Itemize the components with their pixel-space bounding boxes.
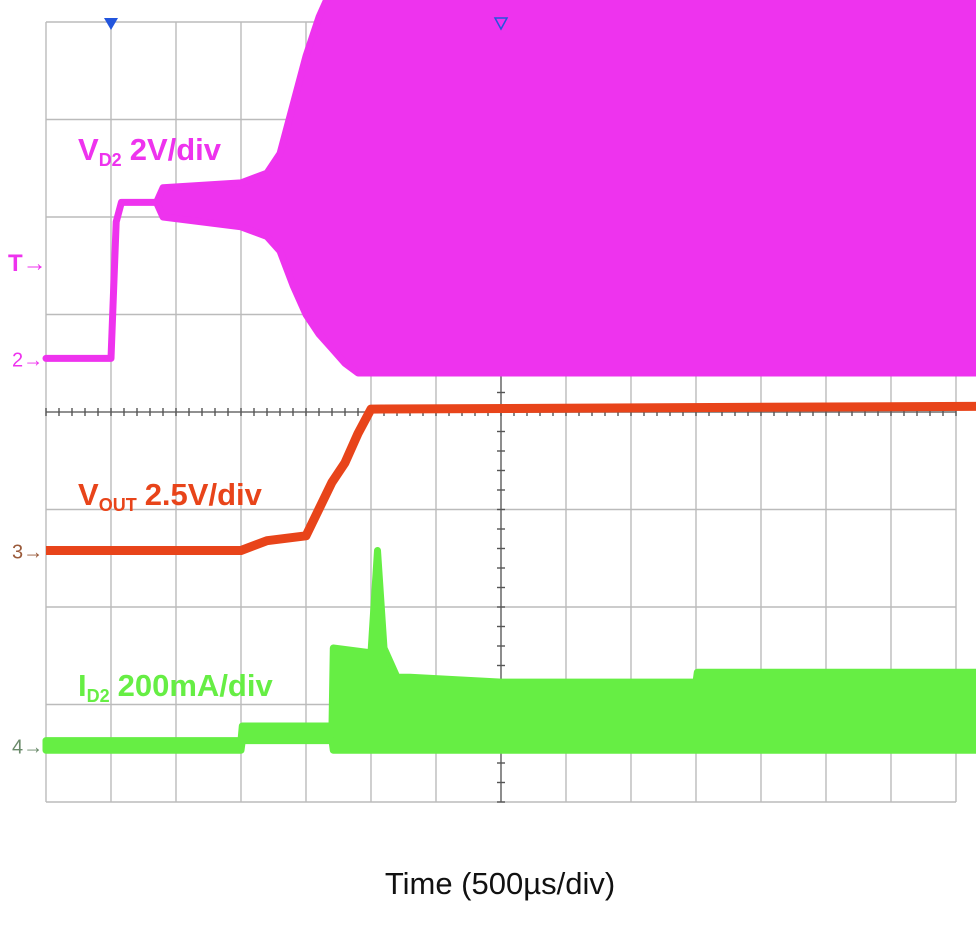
label-id2-sub: D2 <box>87 686 110 706</box>
trigger-level-marker: T→ <box>8 250 47 277</box>
scope-traces <box>42 0 976 754</box>
ground-marker-3: 3→ <box>12 541 43 563</box>
label-vd2-sub: D2 <box>99 150 122 170</box>
trace-id2 <box>42 547 976 754</box>
label-vout: VOUT 2.5V/div <box>78 477 263 515</box>
trace-vd2 <box>42 0 976 377</box>
trace-vout <box>46 401 976 555</box>
ground-marker-2: 2→ <box>12 349 43 371</box>
channel-markers: T→ 2→ 3→ 4→ <box>8 17 509 758</box>
label-vd2: VD2 2V/div <box>78 132 222 170</box>
ground-marker-4: 4→ <box>12 736 43 758</box>
label-vout-scale: 2.5V/div <box>145 477 263 512</box>
label-vd2-scale: 2V/div <box>130 132 222 167</box>
trigger-position-marker <box>104 18 118 30</box>
label-vout-sub: OUT <box>99 495 137 515</box>
center-time-marker <box>493 17 509 31</box>
x-axis-label: Time (500µs/div) <box>384 866 616 901</box>
label-id2: ID2 200mA/div <box>78 668 273 706</box>
label-id2-scale: 200mA/div <box>118 668 274 703</box>
